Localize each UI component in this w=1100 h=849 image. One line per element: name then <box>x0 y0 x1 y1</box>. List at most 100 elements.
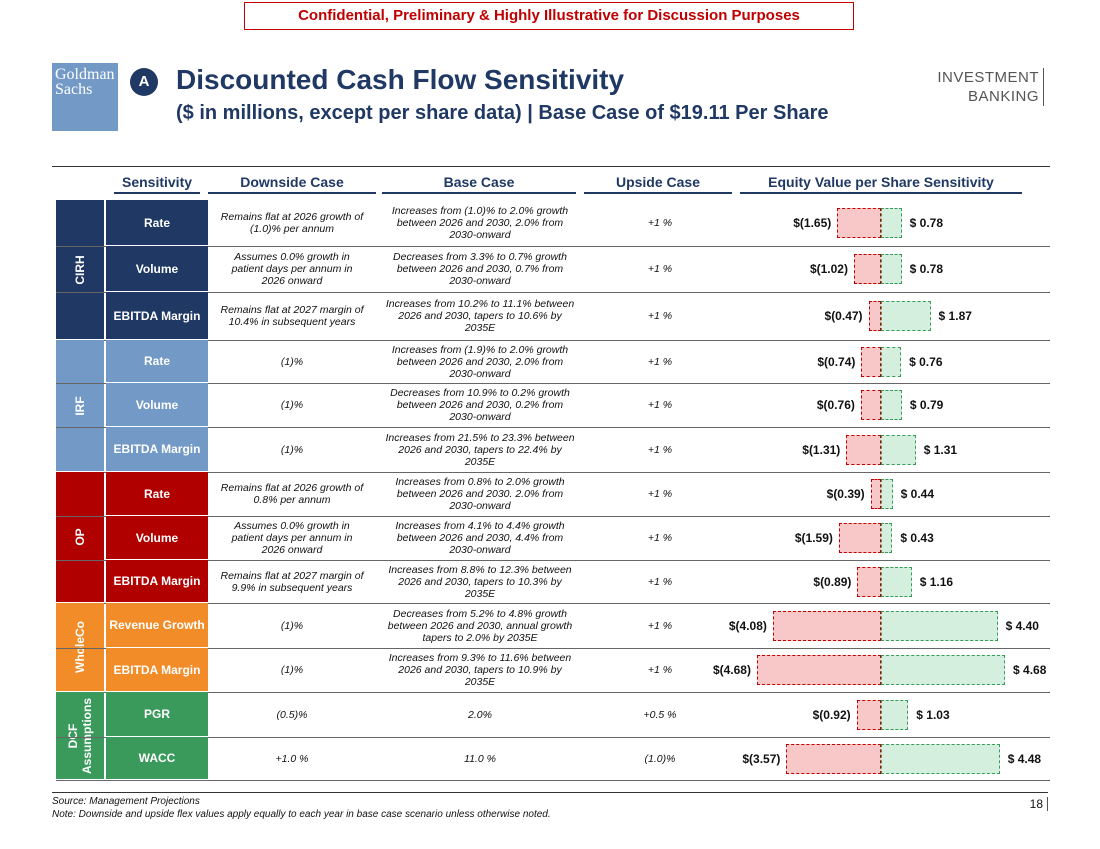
section-badge: A <box>130 68 158 96</box>
upside-case: +1 % <box>647 217 673 229</box>
upside-bar <box>881 610 998 641</box>
sensitivity-label: Rate <box>106 472 208 515</box>
sensitivity-label: Volume <box>106 383 208 426</box>
upside-value: $ 4.68 <box>1013 663 1047 677</box>
downside-value: $(0.74) <box>817 354 856 369</box>
downside-value: $(0.47) <box>824 309 863 323</box>
downside-case: (1)% <box>280 619 304 632</box>
upside-bar <box>881 208 902 238</box>
downside-bar <box>860 390 881 420</box>
downside-case: (1)% <box>280 664 304 676</box>
page-subtitle: ($ in millions, except per share data) |… <box>176 102 829 124</box>
row-divider <box>56 560 1050 561</box>
downside-bar <box>838 523 881 553</box>
base-case: Decreases from 3.3% to 0.7% growth betwe… <box>393 251 567 287</box>
group-label-cirh: CIRH <box>56 200 104 339</box>
upside-bar <box>881 699 909 730</box>
downside-case: Remains flat at 2026 growth of (1.0)% pe… <box>220 211 364 235</box>
header-sensitivity: Sensitivity <box>114 174 200 194</box>
header-divider <box>52 166 1050 167</box>
downside-case: Remains flat at 2026 growth of 0.8% per … <box>220 482 364 506</box>
header-base: Base Case <box>382 174 576 194</box>
downside-case: Remains flat at 2027 margin of 10.4% in … <box>220 304 364 328</box>
downside-case: (1)% <box>280 355 304 368</box>
upside-value: $ 0.79 <box>909 398 944 412</box>
upside-value: $ 0.43 <box>900 531 934 545</box>
upside-case: +1 % <box>647 619 673 632</box>
sensitivity-label: PGR <box>106 692 208 736</box>
sensitivity-label: EBITDA Margin <box>106 427 208 471</box>
base-case: Increases from 0.8% to 2.0% growth betwe… <box>395 476 565 512</box>
row-divider <box>56 246 1050 247</box>
upside-value: $ 1.87 <box>938 309 972 323</box>
upside-bar <box>881 301 931 331</box>
footer-divider <box>52 792 1048 793</box>
row-divider <box>56 603 1050 604</box>
upside-value: $ 4.40 <box>1005 618 1039 633</box>
goldman-sachs-logo: Goldman Sachs <box>52 63 118 131</box>
group-label-op: OP <box>56 472 104 602</box>
downside-value: $(1.65) <box>793 216 832 230</box>
page-title: Discounted Cash Flow Sensitivity <box>176 64 625 95</box>
page-number: 18 <box>1030 797 1048 811</box>
downside-value: $(0.39) <box>826 487 865 501</box>
base-case: Increases from 10.2% to 11.1% between 20… <box>385 298 575 334</box>
downside-bar <box>846 434 881 465</box>
header-downside: Downside Case <box>208 174 376 194</box>
row-divider <box>56 648 1050 649</box>
row-divider <box>56 516 1050 517</box>
upside-bar <box>881 390 902 420</box>
downside-value: $(0.89) <box>813 574 852 589</box>
upside-case: +1 % <box>647 263 673 275</box>
flex-note: Note: Downside and upside flex values ap… <box>52 809 551 820</box>
downside-bar <box>837 208 881 238</box>
downside-value: $(1.59) <box>794 531 833 545</box>
downside-case: (1)% <box>280 399 304 411</box>
header-upside: Upside Case <box>584 174 732 194</box>
upside-value: $ 1.31 <box>923 442 958 457</box>
downside-bar <box>756 655 881 685</box>
row-divider <box>56 472 1050 473</box>
upside-value: $ 1.16 <box>919 574 954 589</box>
base-case: Decreases from 10.9% to 0.2% growth betw… <box>390 387 570 423</box>
upside-bar <box>881 434 916 465</box>
row-divider <box>56 692 1050 693</box>
downside-case: Assumes 0.0% growth in patient days per … <box>231 251 353 287</box>
base-case: Increases from 4.1% to 4.4% growth betwe… <box>395 520 565 556</box>
upside-case: +1 % <box>647 532 673 544</box>
downside-bar <box>857 566 881 597</box>
downside-value: $(0.92) <box>812 707 851 722</box>
upside-case: +1 % <box>647 443 673 456</box>
upside-value: $ 4.48 <box>1007 751 1042 766</box>
downside-bar <box>772 610 881 641</box>
upside-value: $ 1.03 <box>916 707 950 722</box>
upside-case: +1 % <box>647 664 673 676</box>
upside-case: +1 % <box>647 355 673 368</box>
upside-case: +1 % <box>647 310 673 322</box>
downside-bar <box>861 346 881 377</box>
sensitivity-label: Volume <box>106 516 208 559</box>
sensitivity-label: Volume <box>106 246 208 291</box>
base-case: Increases from (1.9)% to 2.0% growth bet… <box>391 343 569 380</box>
downside-bar <box>853 254 881 284</box>
downside-bar <box>868 301 881 331</box>
sensitivity-label: EBITDA Margin <box>106 560 208 602</box>
upside-bar <box>881 523 893 553</box>
row-divider <box>56 383 1050 384</box>
downside-bar <box>786 743 881 774</box>
sensitivity-label: Revenue Growth <box>106 603 208 647</box>
sensitivity-label: EBITDA Margin <box>106 292 208 339</box>
base-case: Decreases from 5.2% to 4.8% growth betwe… <box>387 607 573 644</box>
sensitivity-label: WACC <box>106 737 208 779</box>
group-label-text: OP <box>73 528 87 546</box>
row-divider <box>56 780 1050 781</box>
upside-case: +1 % <box>647 399 673 411</box>
upside-value: $ 0.78 <box>909 262 944 276</box>
downside-case: Remains flat at 2027 margin of 9.9% in s… <box>220 569 364 594</box>
base-case: Increases from 9.3% to 11.6% between 202… <box>388 652 572 688</box>
downside-value: $(0.76) <box>816 398 855 412</box>
upside-bar <box>881 743 1000 774</box>
downside-case: +1.0 % <box>275 752 309 765</box>
row-divider <box>56 292 1050 293</box>
upside-bar <box>881 479 893 509</box>
